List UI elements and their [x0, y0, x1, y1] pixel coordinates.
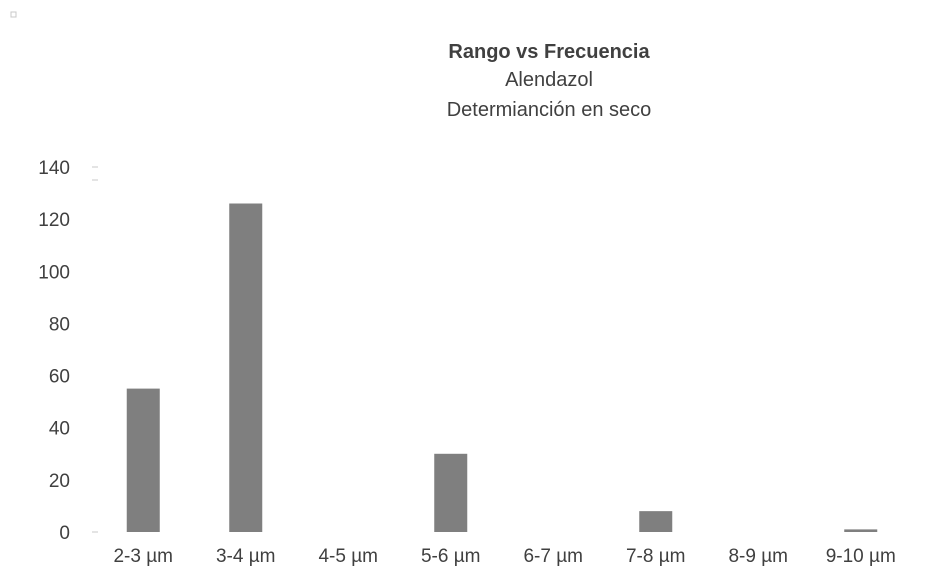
x-tick-label: 9-10 µm [826, 546, 896, 567]
bars [126, 203, 878, 532]
x-tick-label: 8-9 µm [728, 546, 788, 567]
bar [126, 388, 160, 532]
chart-subtitle-line-1: Alendazol [505, 69, 593, 91]
y-tick-label: 60 [49, 367, 70, 388]
bar [229, 203, 263, 532]
x-tick-label: 5-6 µm [421, 546, 481, 567]
chart-corner-marker [10, 11, 17, 18]
y-tick-label: 40 [49, 419, 70, 440]
x-tick-label: 6-7 µm [523, 546, 583, 567]
y-axis: 0 20 40 60 80 100 120 140 [38, 158, 98, 544]
chart-title: Rango vs Frecuencia [448, 41, 650, 63]
bar [639, 511, 673, 532]
chart-subtitle-line-2: Determianción en seco [447, 99, 652, 121]
x-tick-label: 3-4 µm [216, 546, 276, 567]
x-tick-label: 7-8 µm [626, 546, 686, 567]
y-tick-label: 140 [38, 158, 70, 179]
y-tick-label: 0 [59, 523, 70, 544]
x-tick-label: 4-5 µm [318, 546, 378, 567]
y-tick-label: 20 [49, 471, 70, 492]
x-tick-label: 2-3 µm [113, 546, 173, 567]
y-tick-label: 100 [38, 262, 70, 283]
bar [434, 453, 468, 532]
y-tick-label: 80 [49, 314, 70, 335]
bar [844, 529, 878, 532]
y-tick-label: 120 [38, 210, 70, 231]
x-axis: 2-3 µm 3-4 µm 4-5 µm 5-6 µm 6-7 µm 7-8 µm 8-9 … [113, 546, 895, 567]
